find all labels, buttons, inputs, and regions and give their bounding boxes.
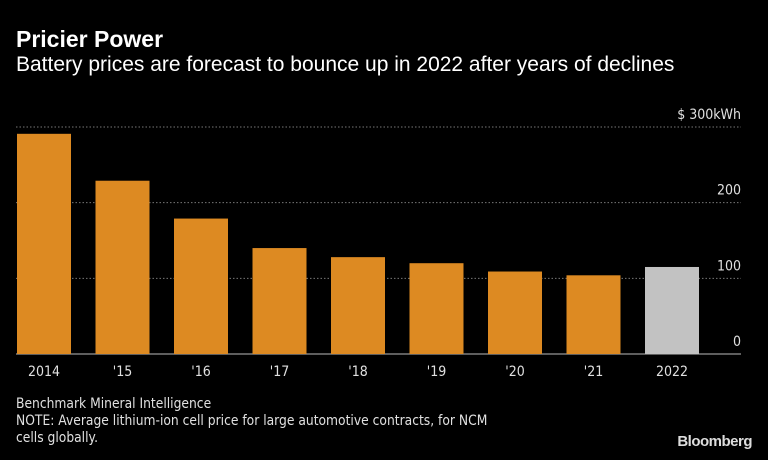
chart-subtitle: Battery prices are forecast to bounce up… bbox=[16, 53, 675, 76]
x-tick-label: '21 bbox=[584, 364, 603, 380]
bar-15 bbox=[95, 180, 150, 354]
source-text: Benchmark Mineral Intelligence bbox=[16, 396, 212, 412]
y-tick-label: 200 bbox=[717, 183, 741, 199]
chart-title: Pricier Power bbox=[16, 26, 164, 52]
bloomberg-logo: Bloomberg bbox=[677, 433, 752, 450]
x-tick-label: '20 bbox=[505, 364, 524, 380]
x-tick-label: '16 bbox=[191, 364, 210, 380]
x-tick-label: '15 bbox=[113, 364, 132, 380]
bar-2014 bbox=[17, 133, 71, 354]
y-tick-label: 100 bbox=[717, 258, 741, 274]
x-tick-label: '18 bbox=[348, 364, 367, 380]
bar-17 bbox=[252, 248, 307, 354]
x-tick-label: 2022 bbox=[656, 364, 688, 380]
note-line-2: cells globally. bbox=[16, 430, 98, 446]
bar-18 bbox=[331, 257, 385, 354]
bar-16 bbox=[174, 218, 228, 354]
bar-21 bbox=[566, 275, 621, 354]
note-line-1: NOTE: Average lithium-ion cell price for… bbox=[16, 413, 488, 429]
x-tick-label: '17 bbox=[270, 364, 289, 380]
bar-19 bbox=[409, 263, 464, 354]
y-tick-label: $ 300kWh bbox=[677, 107, 741, 123]
x-tick-label: 2014 bbox=[28, 364, 60, 380]
bar-20 bbox=[488, 271, 542, 354]
x-tick-label: '19 bbox=[427, 364, 446, 380]
y-tick-label: 0 bbox=[733, 334, 741, 350]
bar-2022 bbox=[645, 266, 699, 354]
